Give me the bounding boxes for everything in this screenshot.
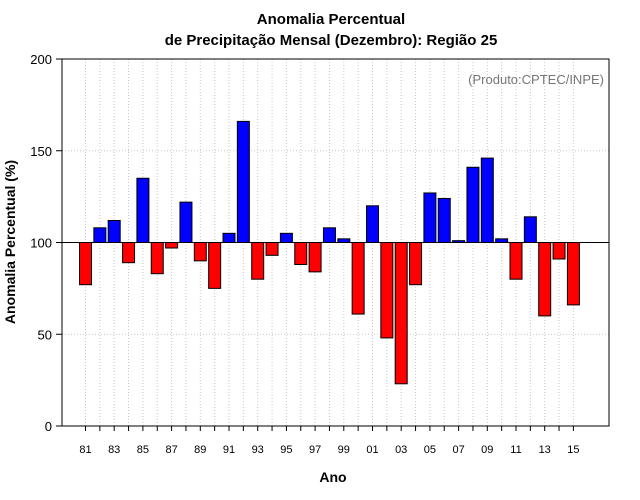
bar-06 (437, 197, 451, 244)
bar-08 (466, 166, 480, 243)
x-tick-label: 11 (510, 444, 521, 456)
bar-13 (538, 242, 552, 317)
x-tick-label: 87 (165, 444, 177, 456)
y-axis-label: Anomalia Percentual (%) (2, 160, 18, 324)
x-tick-label: 03 (395, 444, 407, 456)
bar-88 (179, 201, 193, 244)
bar-93 (251, 242, 265, 280)
bar-14 (552, 242, 566, 260)
x-tick-label: 93 (252, 444, 264, 456)
x-tick-label: 95 (280, 444, 292, 456)
x-tick-label: 07 (452, 444, 464, 456)
credit-text: (Produto:CPTEC/INPE) (468, 72, 604, 87)
bar-02 (380, 242, 394, 339)
bar-05 (423, 192, 437, 243)
bar-95 (279, 232, 293, 243)
bar-98 (322, 227, 336, 244)
y-tick-label: 50 (38, 327, 52, 342)
bar-94 (265, 242, 279, 256)
x-tick-label: 89 (194, 444, 206, 456)
bar-96 (294, 242, 308, 266)
bar-85 (136, 177, 150, 243)
chart-title-line2: de Precipitação Mensal (Dezembro): Regiã… (165, 32, 498, 49)
bars (79, 120, 580, 385)
bar-90 (208, 242, 222, 289)
x-axis-label: Ano (319, 469, 346, 485)
bar-86 (150, 242, 164, 275)
x-tick-label: 09 (481, 444, 493, 456)
y-tick-label: 100 (30, 236, 52, 251)
bar-00 (351, 242, 365, 315)
bar-97 (308, 242, 322, 273)
y-tick-label: 0 (45, 419, 52, 434)
bar-99 (337, 238, 351, 244)
x-tick-label: 01 (366, 444, 378, 456)
chart-title-line1: Anomalia Percentual (257, 11, 405, 28)
bar-04 (409, 242, 423, 286)
x-tick-label: 83 (108, 444, 120, 456)
x-tick-label: 81 (79, 444, 91, 456)
x-tick-label: 91 (223, 444, 235, 456)
y-tick-label: 150 (30, 144, 52, 159)
x-tick-label: 13 (539, 444, 551, 456)
x-tick-label: 85 (137, 444, 149, 456)
x-tick-label: 05 (424, 444, 436, 456)
axes: 0 50 100 150 200 81 83 85 87 89 91 93 95 97 99 01 03 05 07… (30, 52, 610, 456)
x-tick-label: 97 (309, 444, 321, 456)
bar-92 (236, 120, 250, 243)
bar-01 (366, 205, 379, 244)
x-tick-label: 99 (338, 444, 350, 456)
bar-10 (495, 238, 509, 244)
bar-09 (480, 157, 494, 243)
bar-82 (93, 227, 107, 244)
bar-03 (394, 242, 408, 385)
bar-15 (566, 242, 580, 306)
bar-81 (79, 242, 92, 286)
bar-89 (193, 242, 207, 262)
x-tick-label: 15 (567, 444, 579, 456)
y-tick-label: 200 (30, 52, 52, 67)
bar-12 (523, 216, 537, 243)
bar-83 (107, 219, 121, 243)
bar-11 (509, 242, 523, 280)
bar-87 (165, 242, 179, 249)
bar-84 (122, 242, 136, 264)
bar-91 (222, 232, 236, 243)
